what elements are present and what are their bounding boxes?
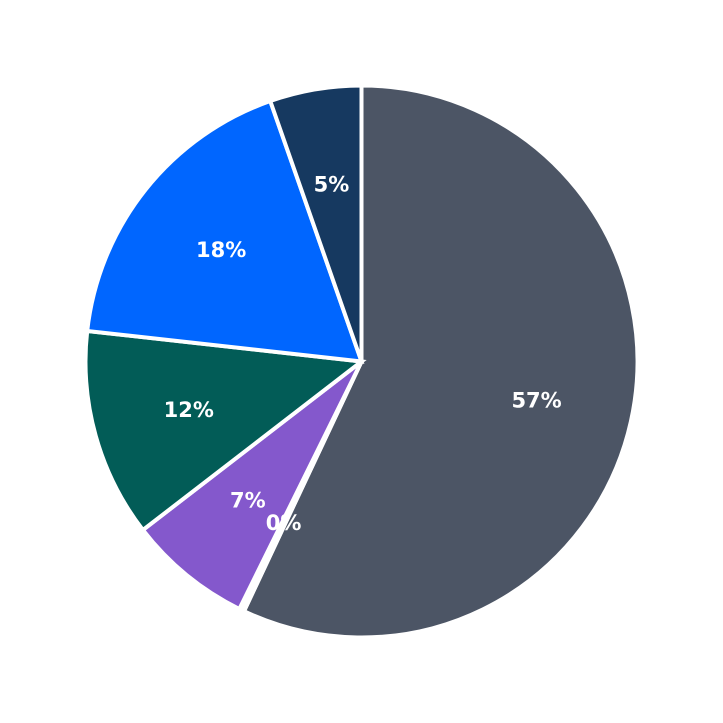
pie-slice xyxy=(267,83,364,363)
pie-slice xyxy=(140,359,364,612)
pie-slice-label: 18% xyxy=(196,238,246,262)
pie-slice-label: 12% xyxy=(164,398,214,422)
pie-slice-label: 0% xyxy=(266,511,302,535)
pie-labels: 57% 0%7% 12% 18% 5% xyxy=(164,173,562,535)
pie-slice-label: 57% xyxy=(511,389,561,413)
pie-slices xyxy=(83,83,640,640)
pie-slice-label: 5% xyxy=(314,173,350,197)
pie-slice xyxy=(241,83,640,640)
pie-slice-label: 7% xyxy=(230,488,266,512)
pie-slice xyxy=(83,328,367,533)
